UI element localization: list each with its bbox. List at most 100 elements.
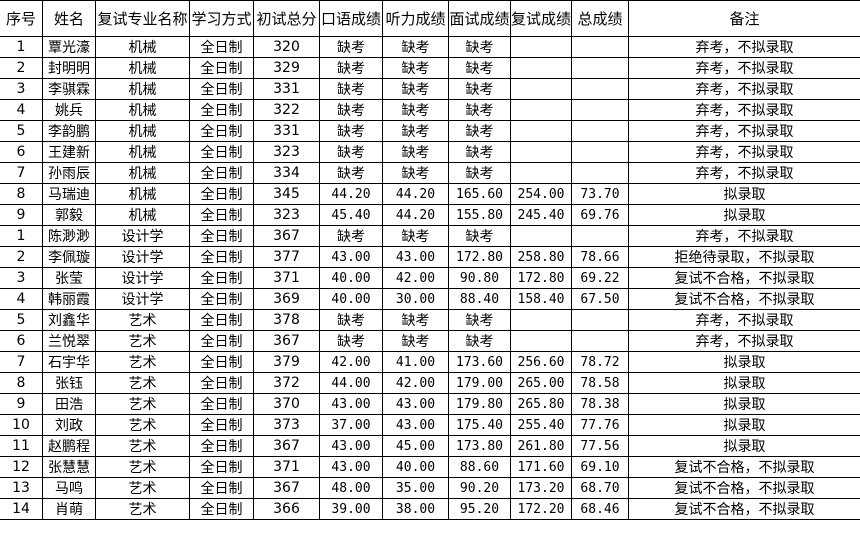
cell-study-mode: 全日制 (189, 204, 254, 226)
cell-remark: 拟录取 (628, 372, 860, 394)
cell-oral-score: 43.00 (319, 246, 383, 268)
cell-interview-score: 缺考 (448, 330, 511, 352)
table-row: 12 张慧慧 艺术 全日制 371 43.00 40.00 88.60 171.60 69.10 复… (0, 456, 860, 478)
cell-total-score (571, 162, 629, 184)
cell-retest-score: 254.00 (510, 183, 572, 205)
cell-total-score: 78.38 (571, 393, 629, 415)
cell-listening-score: 42.00 (382, 267, 449, 289)
cell-prelim-score: 367 (253, 477, 320, 499)
cell-seq: 1 (0, 36, 43, 58)
cell-listening-score: 缺考 (382, 141, 449, 163)
header-remark: 备注 (628, 0, 860, 37)
cell-seq: 2 (0, 57, 43, 79)
cell-interview-score: 缺考 (448, 141, 511, 163)
cell-retest-score: 172.80 (510, 267, 572, 289)
cell-name: 郭毅 (42, 204, 96, 226)
cell-major: 设计学 (95, 288, 190, 310)
cell-remark: 弃考，不拟录取 (628, 99, 860, 121)
cell-study-mode: 全日制 (189, 330, 254, 352)
cell-oral-score: 缺考 (319, 141, 383, 163)
cell-study-mode: 全日制 (189, 183, 254, 205)
cell-prelim-score: 377 (253, 246, 320, 268)
cell-interview-score: 90.80 (448, 267, 511, 289)
cell-major: 艺术 (95, 414, 190, 436)
cell-remark: 复试不合格，不拟录取 (628, 498, 860, 520)
header-listening-score: 听力成绩 (382, 0, 449, 37)
cell-name: 张钰 (42, 372, 96, 394)
cell-remark: 弃考，不拟录取 (628, 162, 860, 184)
cell-remark: 弃考，不拟录取 (628, 78, 860, 100)
cell-retest-score: 173.20 (510, 477, 572, 499)
cell-total-score (571, 57, 629, 79)
cell-total-score (571, 120, 629, 142)
cell-interview-score: 缺考 (448, 309, 511, 331)
cell-name: 赵鹏程 (42, 435, 96, 457)
cell-total-score: 77.56 (571, 435, 629, 457)
cell-study-mode: 全日制 (189, 456, 254, 478)
cell-study-mode: 全日制 (189, 435, 254, 457)
cell-study-mode: 全日制 (189, 372, 254, 394)
cell-oral-score: 缺考 (319, 162, 383, 184)
cell-oral-score: 43.00 (319, 393, 383, 415)
cell-listening-score: 43.00 (382, 393, 449, 415)
cell-oral-score: 39.00 (319, 498, 383, 520)
cell-study-mode: 全日制 (189, 351, 254, 373)
table-row: 10 刘政 艺术 全日制 373 37.00 43.00 175.40 255.40 77.76 拟… (0, 414, 860, 436)
cell-interview-score: 缺考 (448, 225, 511, 247)
cell-remark: 弃考，不拟录取 (628, 120, 860, 142)
cell-retest-score (510, 78, 572, 100)
cell-prelim-score: 372 (253, 372, 320, 394)
cell-major: 艺术 (95, 309, 190, 331)
cell-listening-score: 43.00 (382, 246, 449, 268)
cell-prelim-score: 345 (253, 183, 320, 205)
cell-retest-score (510, 162, 572, 184)
cell-remark: 弃考，不拟录取 (628, 57, 860, 79)
table-row: 3 李骐霖 机械 全日制 331 缺考 缺考 缺考 弃考，不拟录取 (0, 78, 860, 100)
cell-total-score: 69.10 (571, 456, 629, 478)
cell-study-mode: 全日制 (189, 99, 254, 121)
header-interview-score: 面试成绩 (448, 0, 511, 37)
cell-total-score: 78.72 (571, 351, 629, 373)
cell-prelim-score: 323 (253, 204, 320, 226)
cell-major: 设计学 (95, 246, 190, 268)
cell-seq: 5 (0, 309, 43, 331)
cell-name: 刘政 (42, 414, 96, 436)
cell-major: 机械 (95, 57, 190, 79)
cell-retest-score: 171.60 (510, 456, 572, 478)
cell-major: 机械 (95, 162, 190, 184)
cell-seq: 6 (0, 330, 43, 352)
cell-seq: 3 (0, 78, 43, 100)
cell-name: 田浩 (42, 393, 96, 415)
cell-listening-score: 43.00 (382, 414, 449, 436)
cell-seq: 10 (0, 414, 43, 436)
cell-prelim-score: 371 (253, 267, 320, 289)
cell-oral-score: 40.00 (319, 288, 383, 310)
cell-interview-score: 175.40 (448, 414, 511, 436)
cell-total-score (571, 36, 629, 58)
table-row: 4 韩丽霞 设计学 全日制 369 40.00 30.00 88.40 158.40 67.50 复… (0, 288, 860, 310)
cell-total-score (571, 330, 629, 352)
cell-listening-score: 缺考 (382, 330, 449, 352)
cell-name: 陈渺渺 (42, 225, 96, 247)
cell-study-mode: 全日制 (189, 498, 254, 520)
cell-interview-score: 缺考 (448, 78, 511, 100)
table-row: 5 刘鑫华 艺术 全日制 378 缺考 缺考 缺考 弃考，不拟录取 (0, 309, 860, 331)
cell-seq: 7 (0, 162, 43, 184)
cell-oral-score: 43.00 (319, 456, 383, 478)
cell-study-mode: 全日制 (189, 267, 254, 289)
table-row: 8 马瑞迪 机械 全日制 345 44.20 44.20 165.60 254.00 73.70 拟… (0, 183, 860, 205)
cell-interview-score: 缺考 (448, 99, 511, 121)
header-seq: 序号 (0, 0, 43, 37)
cell-study-mode: 全日制 (189, 141, 254, 163)
cell-total-score (571, 99, 629, 121)
cell-oral-score: 44.00 (319, 372, 383, 394)
cell-retest-score (510, 330, 572, 352)
cell-study-mode: 全日制 (189, 288, 254, 310)
cell-interview-score: 173.80 (448, 435, 511, 457)
cell-study-mode: 全日制 (189, 36, 254, 58)
cell-remark: 拟录取 (628, 351, 860, 373)
cell-study-mode: 全日制 (189, 477, 254, 499)
cell-remark: 弃考，不拟录取 (628, 141, 860, 163)
cell-prelim-score: 322 (253, 99, 320, 121)
cell-retest-score (510, 57, 572, 79)
